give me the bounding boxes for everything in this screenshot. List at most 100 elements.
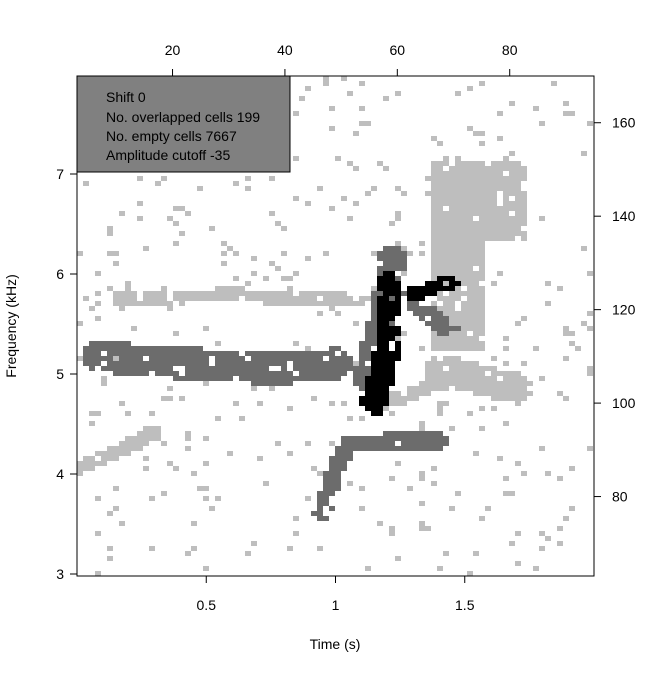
cell-template-2: [221, 351, 227, 356]
cell-overlap: [383, 336, 389, 341]
cell-template-2: [425, 446, 431, 451]
cell-template-1: [125, 446, 131, 451]
cell-template-1: [209, 506, 215, 511]
cell-template-2: [281, 366, 287, 371]
cell-template-2: [233, 361, 239, 366]
cell-template-1: [467, 86, 473, 91]
cell-template-1: [107, 446, 113, 451]
cell-template-2: [323, 361, 329, 366]
cell-overlap: [431, 286, 437, 291]
cell-template-1: [431, 261, 437, 266]
cell-template-1: [479, 266, 485, 271]
cell-template-1: [449, 256, 455, 261]
cell-template-2: [203, 371, 209, 376]
cell-template-2: [323, 486, 329, 491]
cell-template-1: [473, 306, 479, 311]
cell-template-1: [95, 496, 101, 501]
cell-template-2: [359, 436, 365, 441]
cell-template-2: [389, 251, 395, 256]
cell-template-1: [509, 176, 515, 181]
cell-template-2: [365, 436, 371, 441]
cell-template-1: [305, 346, 311, 351]
cell-template-2: [287, 351, 293, 356]
cell-template-1: [155, 301, 161, 306]
cell-template-2: [425, 311, 431, 316]
cell-template-2: [365, 346, 371, 351]
cell-template-2: [293, 366, 299, 371]
cell-overlap: [371, 381, 377, 386]
cell-template-1: [293, 296, 299, 301]
cell-template-1: [569, 506, 575, 511]
cell-template-2: [341, 441, 347, 446]
cell-overlap: [377, 406, 383, 411]
cell-template-1: [455, 336, 461, 341]
cell-template-1: [191, 471, 197, 476]
cell-overlap: [383, 306, 389, 311]
cell-overlap: [377, 346, 383, 351]
cell-template-1: [203, 436, 209, 441]
cell-template-1: [503, 161, 509, 166]
cell-template-1: [431, 346, 437, 351]
cell-template-1: [479, 141, 485, 146]
cell-template-1: [449, 381, 455, 386]
cell-template-1: [125, 281, 131, 286]
cell-template-1: [353, 131, 359, 136]
cell-template-1: [323, 301, 329, 306]
cell-template-1: [491, 211, 497, 216]
cell-template-1: [317, 186, 323, 191]
cell-template-1: [275, 296, 281, 301]
cell-template-2: [407, 306, 413, 311]
cell-template-1: [113, 506, 119, 511]
cell-template-2: [359, 371, 365, 376]
cell-template-1: [95, 531, 101, 536]
cell-template-1: [473, 281, 479, 286]
cell-template-2: [437, 321, 443, 326]
cell-template-1: [515, 176, 521, 181]
cell-template-2: [443, 321, 449, 326]
cell-template-1: [443, 226, 449, 231]
cell-template-1: [473, 176, 479, 181]
cell-template-2: [185, 361, 191, 366]
cell-template-1: [77, 251, 83, 256]
cell-template-1: [449, 241, 455, 246]
cell-template-2: [95, 346, 101, 351]
cell-template-2: [389, 246, 395, 251]
cell-template-1: [311, 291, 317, 296]
cell-template-2: [317, 511, 323, 516]
cell-template-1: [437, 231, 443, 236]
cell-template-2: [359, 366, 365, 371]
cell-template-1: [137, 441, 143, 446]
cell-template-1: [257, 401, 263, 406]
cell-template-1: [461, 256, 467, 261]
cell-template-2: [125, 371, 131, 376]
cell-template-1: [89, 306, 95, 311]
cell-template-1: [215, 496, 221, 501]
cell-template-2: [137, 371, 143, 376]
cell-template-1: [251, 271, 257, 276]
cell-template-2: [83, 361, 89, 366]
cell-template-1: [497, 171, 503, 176]
cell-template-2: [197, 356, 203, 361]
cell-template-2: [425, 441, 431, 446]
cell-template-1: [377, 521, 383, 526]
cell-template-2: [257, 361, 263, 366]
cell-template-1: [431, 371, 437, 376]
cell-template-1: [347, 161, 353, 166]
cell-template-2: [359, 386, 365, 391]
cell-template-2: [287, 371, 293, 376]
cell-template-1: [113, 251, 119, 256]
cell-template-1: [83, 296, 89, 301]
cell-template-1: [497, 456, 503, 461]
cell-template-1: [479, 316, 485, 321]
cell-template-1: [425, 191, 431, 196]
cell-template-1: [443, 271, 449, 276]
cell-template-1: [497, 236, 503, 241]
cell-template-1: [107, 456, 113, 461]
cell-overlap: [377, 281, 383, 286]
cell-template-1: [359, 121, 365, 126]
cell-template-1: [509, 376, 515, 381]
cell-template-1: [389, 396, 395, 401]
cell-template-2: [419, 441, 425, 446]
cell-template-1: [95, 271, 101, 276]
cell-template-2: [329, 486, 335, 491]
